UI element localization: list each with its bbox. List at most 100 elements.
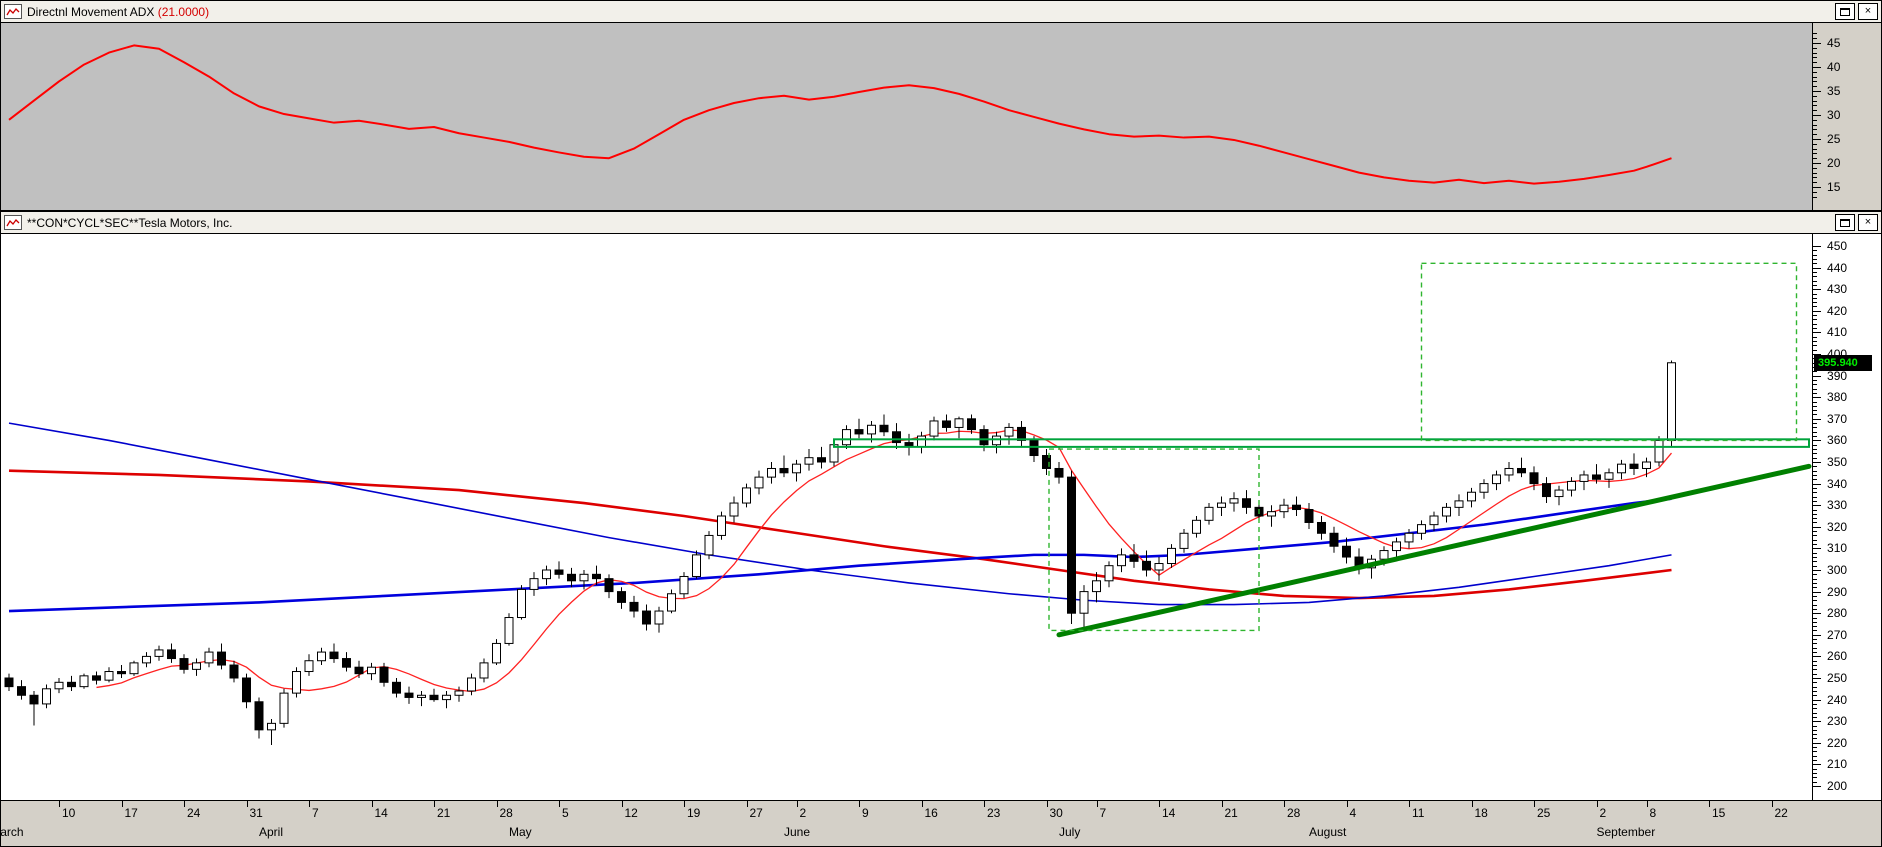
scale-tick [1813, 297, 1818, 299]
scale-tick [1813, 418, 1822, 420]
dashed-annotation-box[interactable] [1420, 262, 1798, 442]
price-plot[interactable] [1, 234, 1813, 800]
candle-up [1617, 463, 1626, 474]
candle-up [792, 463, 801, 474]
scale-tick [1813, 639, 1818, 641]
maximize-icon [1840, 218, 1850, 227]
candle-down [92, 675, 101, 681]
slow-blue-ma [8, 422, 1672, 606]
scale-tick [1813, 280, 1818, 282]
scale-tick [1813, 781, 1818, 783]
candle-up [679, 575, 689, 595]
candle-up [517, 588, 526, 619]
adx-plot[interactable] [1, 23, 1813, 210]
scale-tick [1813, 716, 1818, 718]
candle-up [142, 655, 151, 664]
scale-tick [1813, 617, 1818, 619]
date-tick-mark [1159, 801, 1160, 807]
dashed-annotation-box[interactable] [1048, 448, 1260, 632]
candle-down [1542, 483, 1551, 498]
scale-tick [1813, 656, 1822, 658]
scale-tick [1813, 682, 1818, 684]
date-tick-mark [1221, 801, 1223, 807]
date-tick-mark [1646, 801, 1648, 807]
date-tick-mark [1709, 801, 1710, 807]
date-tick-mark [496, 801, 498, 807]
scale-tick [1813, 57, 1818, 59]
candle-down [254, 701, 264, 731]
scale-tick [1813, 643, 1818, 645]
scale-tick [1813, 67, 1822, 68]
scale-tick [1813, 703, 1818, 705]
candle-down [1317, 521, 1326, 534]
scale-tick [1813, 187, 1822, 188]
candle-up [842, 429, 851, 446]
candle-up [729, 502, 739, 517]
scale-tick [1813, 191, 1818, 193]
month-labels: March April May June July August September [1, 823, 1813, 846]
candle-up [1404, 532, 1414, 543]
adx-titlebar[interactable]: Directnl Movement ADX (21.0000) × [1, 1, 1881, 23]
candle-up [479, 662, 489, 679]
scale-tick [1813, 423, 1818, 425]
candle-up [154, 649, 164, 657]
candle-up [742, 487, 751, 504]
candle-down [1342, 545, 1351, 558]
candle-up [454, 690, 464, 696]
scale-tick [1813, 548, 1822, 550]
candle-up [804, 457, 814, 465]
month-label: August [1309, 825, 1347, 839]
price-maximize-button[interactable] [1835, 214, 1855, 231]
candle-up [529, 578, 539, 590]
scale-tick [1813, 755, 1818, 757]
y-axis-label: 240 [1827, 692, 1848, 707]
candle-up [79, 675, 89, 688]
scale-tick [1813, 552, 1818, 554]
scale-tick [1813, 764, 1822, 766]
candle-down [779, 467, 789, 474]
adx-close-button[interactable]: × [1858, 3, 1878, 20]
y-axis-label: 310 [1827, 541, 1848, 556]
candle-up [1442, 506, 1451, 517]
scale-tick [1813, 686, 1818, 688]
candle-up [929, 420, 939, 437]
candle-down [1292, 504, 1301, 511]
candle-up [367, 666, 376, 675]
candle-up [1654, 439, 1664, 463]
candle-down [1142, 560, 1151, 571]
candle-down [4, 677, 14, 688]
y-axis-label: 340 [1827, 476, 1848, 491]
scale-tick [1813, 621, 1818, 623]
y-axis-label: 250 [1827, 671, 1848, 685]
resistance-zone[interactable] [833, 438, 1810, 448]
scale-tick [1813, 427, 1818, 429]
price-titlebar[interactable]: **CON*CYCL*SEC**Tesla Motors, Inc. × [1, 212, 1881, 234]
y-axis-label: 210 [1827, 757, 1848, 772]
price-close-button[interactable]: × [1858, 214, 1878, 231]
candle-up [1492, 474, 1501, 485]
candle-up [54, 681, 64, 690]
scale-tick [1813, 105, 1818, 107]
scale-tick [1813, 405, 1818, 407]
scale-tick [1813, 371, 1818, 373]
candle-down [1067, 476, 1076, 614]
adx-title-text: Directnl Movement ADX [27, 4, 158, 19]
scale-tick [1813, 153, 1818, 155]
candle-down [67, 681, 76, 688]
date-tick-label: 11 [1412, 806, 1425, 820]
adx-maximize-button[interactable] [1835, 3, 1855, 20]
scale-tick [1813, 483, 1822, 485]
y-axis-label: 370 [1827, 411, 1848, 426]
date-tick-label: 4 [1349, 806, 1357, 820]
candle-up [1642, 461, 1651, 469]
date-tick-label: 19 [687, 806, 701, 820]
date-tick-label: 22 [1774, 806, 1788, 820]
candle-up [1204, 506, 1214, 521]
date-tick-label: 14 [1162, 806, 1176, 820]
candle-down [592, 573, 601, 580]
fast-blue-ma [8, 497, 1672, 613]
support-trendline[interactable] [1056, 463, 1812, 638]
scale-tick [1813, 595, 1818, 597]
price-title-text: **CON*CYCL*SEC**Tesla Motors, Inc. [27, 215, 233, 230]
scale-tick [1813, 86, 1818, 88]
